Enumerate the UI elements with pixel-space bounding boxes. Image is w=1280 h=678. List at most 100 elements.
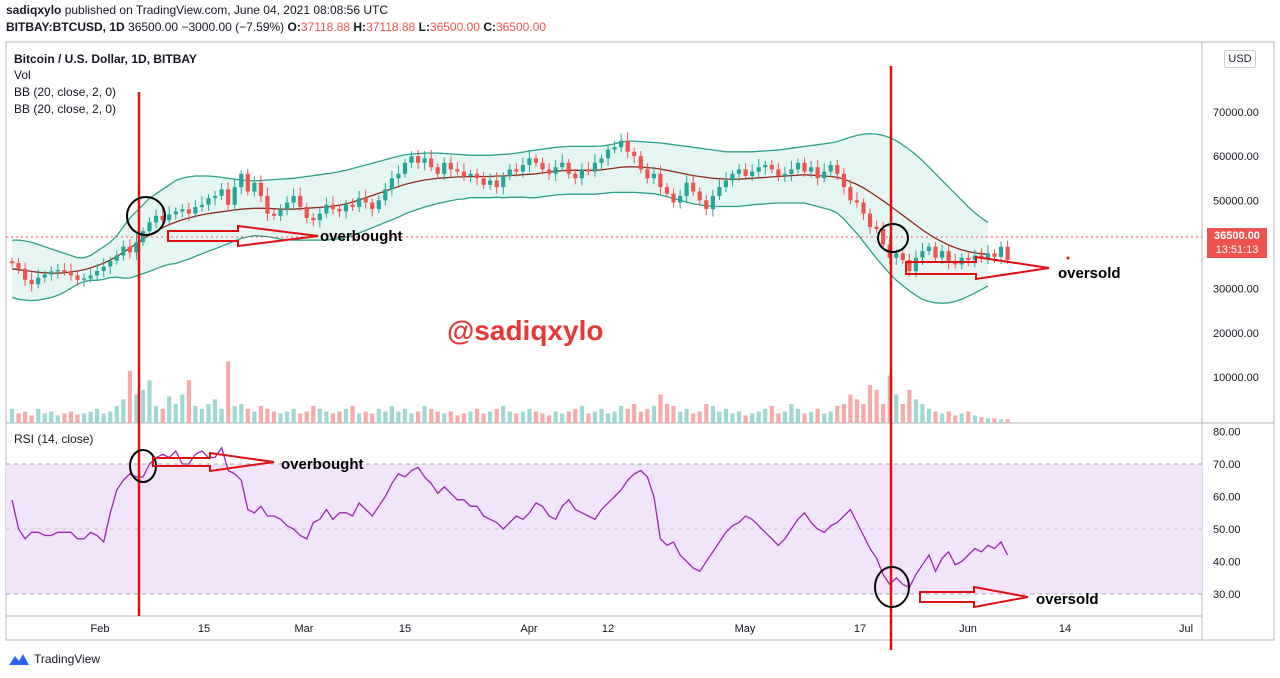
candle-body xyxy=(750,171,755,176)
candle-body xyxy=(9,261,15,264)
candle-body xyxy=(867,213,873,227)
candle-body xyxy=(265,195,270,214)
candle-body xyxy=(337,209,342,212)
rsi-tick-label: 70.00 xyxy=(1213,459,1241,471)
candle-body xyxy=(219,189,224,196)
candle-body xyxy=(540,162,545,170)
volume-bar xyxy=(206,404,211,423)
time-tick-label: 12 xyxy=(602,623,614,635)
volume-bar xyxy=(736,411,742,423)
volume-bar xyxy=(291,408,296,424)
volume-bar xyxy=(68,411,73,423)
volume-bar xyxy=(946,411,951,423)
legend-volume[interactable]: Vol xyxy=(14,68,31,82)
volume-bar xyxy=(743,415,748,423)
volume-bar xyxy=(42,413,47,423)
volume-bar xyxy=(769,405,774,423)
volume-bar xyxy=(841,404,846,423)
candle-body xyxy=(841,173,846,188)
candle-body xyxy=(101,266,106,271)
volume-bar xyxy=(232,405,237,423)
candle-body xyxy=(972,255,977,260)
candle-body xyxy=(501,176,506,187)
volume-bar xyxy=(874,389,879,424)
volume-bar xyxy=(533,411,539,423)
volume-bar xyxy=(167,396,172,423)
candle-body xyxy=(239,173,244,188)
legend-rsi[interactable]: RSI (14, close) xyxy=(14,432,94,446)
candle-body xyxy=(579,169,584,179)
volume-bar xyxy=(566,411,571,423)
candle-body xyxy=(95,271,100,276)
candle-body xyxy=(29,279,34,285)
volume-bar xyxy=(376,408,381,424)
last-price: 36500.00 xyxy=(128,20,179,34)
candle-body xyxy=(782,173,787,176)
volume-bar xyxy=(108,411,113,423)
price-tick-label: 70000.00 xyxy=(1213,107,1259,119)
volume-bar xyxy=(501,405,506,423)
open-label: O: xyxy=(287,20,301,34)
candle-body xyxy=(160,215,165,221)
volume-bar xyxy=(795,408,801,424)
volume-bar xyxy=(252,411,257,423)
volume-bar xyxy=(573,408,578,424)
candle-body xyxy=(435,167,440,174)
candle-body xyxy=(815,167,820,179)
volume-bar xyxy=(959,413,964,423)
candle-body xyxy=(533,158,539,163)
volume-bar xyxy=(638,411,643,423)
volume-bars xyxy=(9,361,1010,424)
candle-body xyxy=(507,169,512,176)
candle-body xyxy=(946,251,951,263)
oversold-price-circle xyxy=(877,223,909,253)
time-tick-label: Jun xyxy=(959,623,977,635)
candle-body xyxy=(389,178,394,190)
volume-bar xyxy=(913,399,918,424)
volume-bar xyxy=(435,411,440,423)
volume-bar xyxy=(285,411,290,423)
candle-body xyxy=(913,257,918,272)
candle-body xyxy=(68,271,73,276)
volume-bar xyxy=(49,411,54,423)
author-name[interactable]: sadiqxylo xyxy=(6,3,62,17)
candle-body xyxy=(75,275,80,280)
time-tick-label: May xyxy=(735,623,756,635)
volume-bar xyxy=(848,394,853,423)
candle-body xyxy=(199,204,204,207)
candle-body xyxy=(370,202,375,210)
volume-bar xyxy=(894,394,899,423)
candle-body xyxy=(940,251,945,258)
volume-bar xyxy=(697,411,702,423)
candle-body xyxy=(664,187,670,194)
volume-bar xyxy=(121,399,126,424)
volume-bar xyxy=(193,405,198,423)
volume-bar xyxy=(88,411,93,423)
legend-title[interactable]: Bitcoin / U.S. Dollar, 1D, BITBAY xyxy=(14,52,197,66)
candle-body xyxy=(180,209,185,212)
volume-bar xyxy=(278,413,283,423)
close-label: C: xyxy=(483,20,496,34)
candle-body xyxy=(514,169,519,172)
price-tag: 36500.00 13:51:13 xyxy=(1207,228,1267,258)
volume-bar xyxy=(409,413,414,423)
volume-bar xyxy=(212,399,218,424)
volume-bar xyxy=(887,375,892,423)
candle-body xyxy=(291,195,296,203)
legend-bb1[interactable]: BB (20, close, 2, 0) xyxy=(14,85,117,99)
candle-body xyxy=(186,209,191,214)
volume-bar xyxy=(474,408,480,424)
candle-body xyxy=(809,167,814,172)
candle-body xyxy=(763,165,768,168)
time-tick-label: Feb xyxy=(91,623,110,635)
volume-bar xyxy=(926,408,932,424)
volume-bar xyxy=(265,408,270,424)
volume-bar xyxy=(854,399,859,424)
tradingview-logo[interactable]: TradingView xyxy=(8,652,100,666)
volume-bar xyxy=(298,413,303,423)
legend-bb2[interactable]: BB (20, close, 2, 0) xyxy=(14,102,117,116)
symbol-label: BITBAY:BTCUSD, 1D xyxy=(6,20,125,34)
volume-bar xyxy=(370,413,375,423)
currency-button[interactable]: USD xyxy=(1224,50,1256,68)
